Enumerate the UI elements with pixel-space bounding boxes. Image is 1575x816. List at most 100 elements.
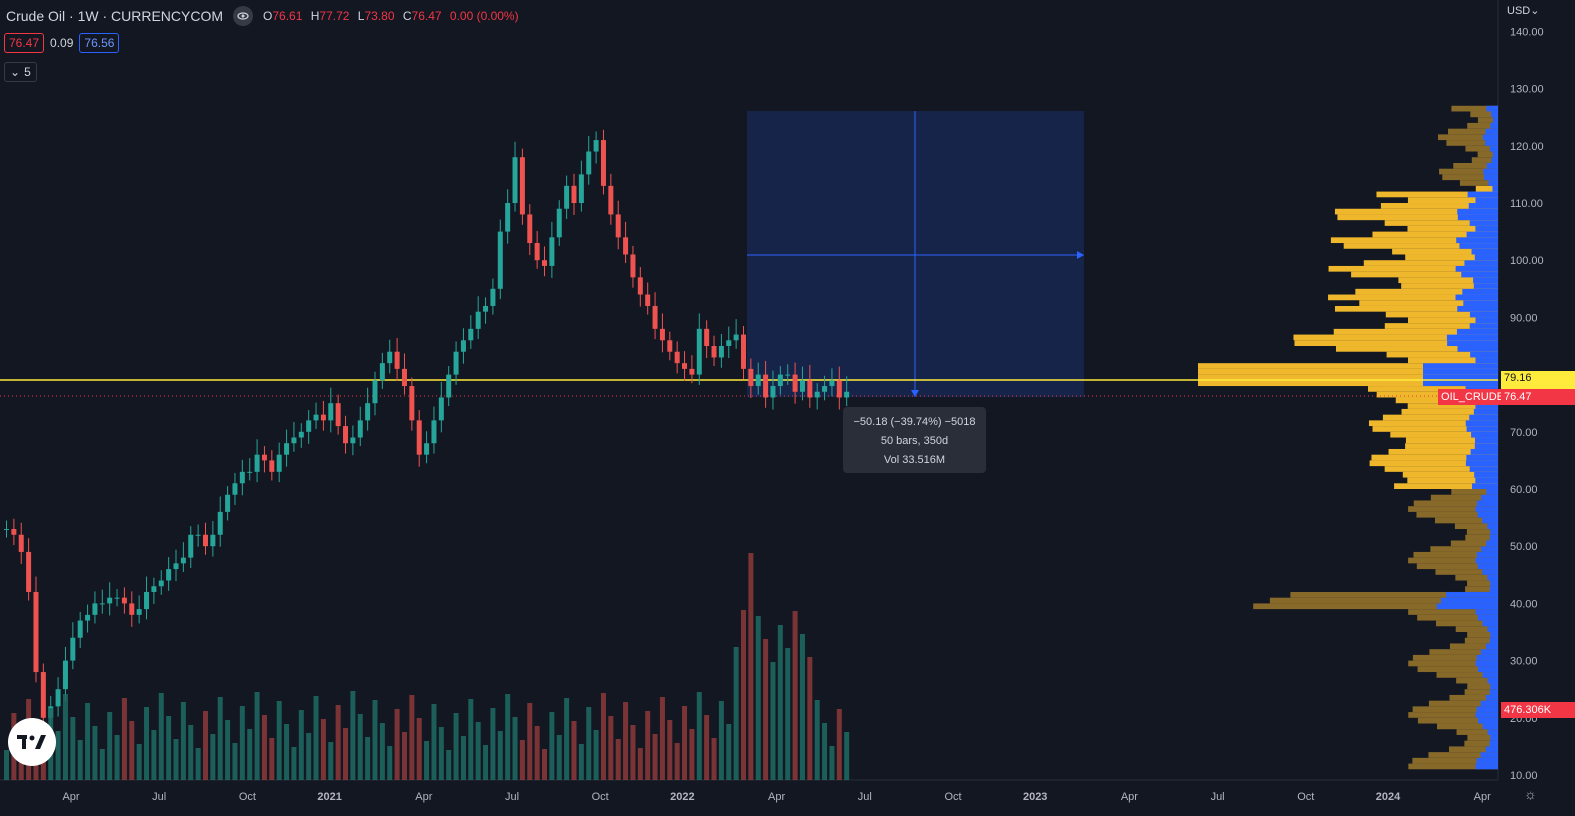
candle-body [608, 185, 614, 215]
volume-profile-bar [1416, 511, 1498, 518]
volume-profile-bar [1435, 569, 1498, 575]
volume-profile-bar-outer [1482, 517, 1498, 524]
volume-profile-bar-outer [1487, 626, 1498, 632]
volume-bar [166, 716, 172, 780]
volume-profile-bar [1334, 305, 1498, 312]
candle-body [18, 534, 24, 552]
volume-profile-bar [1408, 609, 1498, 615]
volume-profile-bar [1471, 157, 1498, 163]
candle-body [785, 374, 791, 376]
volume-profile-bar [1337, 214, 1498, 221]
candle-body [733, 334, 739, 341]
volume-profile-bar-outer [1465, 420, 1498, 427]
candle-body [195, 534, 201, 536]
candle-body [770, 386, 776, 398]
volume-bar [475, 722, 481, 780]
candle-body [129, 603, 135, 615]
candle-body [239, 471, 245, 484]
volume-profile-bar [1449, 643, 1498, 650]
volume-profile-bar [1449, 694, 1498, 701]
volume-bar [490, 708, 496, 780]
volume-profile-bar [1456, 677, 1498, 684]
volume-bar [704, 715, 710, 780]
candle-body [291, 437, 297, 444]
volume-profile-bar [1413, 500, 1498, 507]
volume-profile-bar-outer [1463, 300, 1498, 306]
volume-bar [195, 748, 201, 780]
volume-profile-bar [1334, 208, 1498, 215]
volume-profile-bar-outer [1483, 134, 1498, 141]
time-tick-label: 2022 [670, 791, 694, 803]
volume-profile-bar-outer [1457, 346, 1498, 352]
volume-profile-bar [1477, 117, 1498, 123]
volume-profile-bar [1198, 363, 1498, 369]
volume-profile-bar [1372, 231, 1498, 238]
volume-bar [799, 634, 805, 780]
volume-bar [225, 720, 231, 780]
volume-profile-bar-outer [1459, 243, 1498, 249]
volume-profile-bar [1470, 111, 1498, 118]
candle-body [505, 203, 511, 232]
candle-body [180, 557, 186, 564]
candle-body [151, 586, 157, 592]
volume-profile-bar-outer [1489, 534, 1498, 541]
symbol-title[interactable]: Crude Oil · 1W · CURRENCYCOM [6, 8, 224, 24]
volume-profile-bar-outer [1461, 271, 1498, 278]
volume-bar [807, 657, 813, 780]
price-tick-label: 60.00 [1510, 484, 1538, 496]
volume-profile-bar [1408, 712, 1498, 718]
volume-bar [394, 709, 400, 780]
volume-bar [431, 704, 437, 780]
candle-body [556, 208, 562, 238]
candle-body [792, 374, 798, 392]
volume-profile-bar [1401, 283, 1498, 289]
candle-body [564, 185, 570, 209]
volume-bar [144, 707, 150, 780]
volume-profile-bar [1408, 506, 1498, 512]
volume-profile-bar-outer [1491, 157, 1498, 163]
volume-bar [335, 705, 341, 780]
volume-profile-bar [1384, 220, 1498, 226]
candle-body [446, 374, 452, 398]
volume-profile-bar [1376, 191, 1498, 198]
volume-profile-bar [1388, 448, 1498, 455]
candle-body [136, 609, 142, 615]
settings-gear-icon[interactable]: ☼ [1524, 786, 1537, 802]
legend-header: Crude Oil · 1W · CURRENCYCOM O76.61 H77.… [6, 6, 524, 26]
volume-profile-bar-outer [1492, 151, 1498, 158]
candle-body [483, 305, 489, 312]
sell-price-button[interactable]: 76.47 [4, 33, 45, 53]
volume-bar [261, 715, 267, 780]
candle-body [615, 214, 621, 238]
volume-profile-bar-outer [1477, 563, 1498, 570]
price-tick-label: 90.00 [1510, 312, 1538, 324]
time-tick-label: 2021 [317, 791, 341, 803]
tradingview-logo[interactable] [8, 718, 56, 766]
volume-profile-bar [1464, 689, 1498, 695]
candle-body [519, 157, 525, 215]
volume-profile-bar-outer [1489, 689, 1498, 695]
eye-icon[interactable] [233, 6, 254, 26]
spread-value: 0.09 [50, 36, 74, 50]
indicators-toggle[interactable]: ⌄ 5 [4, 62, 37, 82]
candle-body [306, 420, 312, 432]
volume-profile-bar [1405, 254, 1498, 261]
volume-bar [453, 713, 459, 780]
candle-body [173, 563, 179, 570]
currency-label[interactable]: USD⌄ [1507, 5, 1540, 17]
candle-body [799, 380, 805, 392]
buy-price-button[interactable]: 76.56 [79, 33, 120, 53]
candle-body [99, 603, 105, 605]
volume-bar [755, 616, 761, 780]
volume-profile-bar [1477, 151, 1498, 158]
volume-profile-bar [1407, 357, 1498, 364]
open-value: 76.61 [272, 9, 303, 23]
volume-profile-bar [1467, 632, 1498, 638]
price-tick-label: 110.00 [1510, 198, 1543, 210]
candle-body [379, 363, 385, 381]
volume-bar [343, 728, 349, 780]
time-tick-label: Oct [592, 791, 609, 803]
volume-profile-bar [1351, 271, 1498, 278]
time-tick-label: Jul [1211, 791, 1225, 803]
